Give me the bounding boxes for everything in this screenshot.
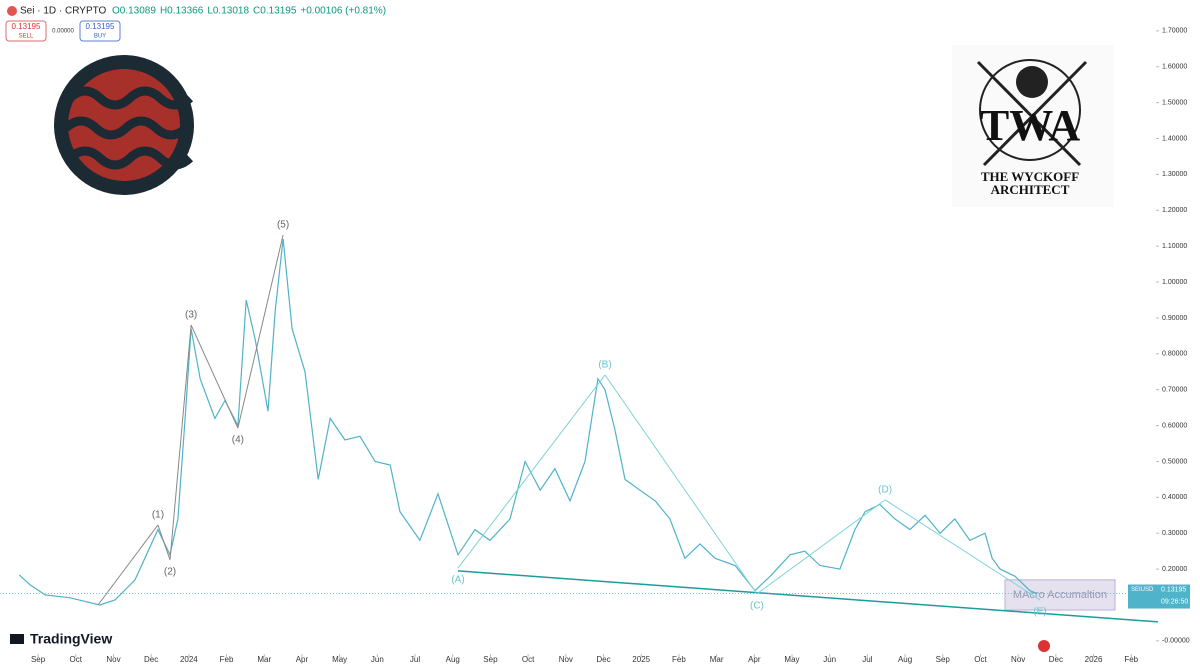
- wave-line: [884, 499, 1041, 601]
- logo-mark: TWA: [980, 101, 1080, 150]
- wave-line: [157, 524, 171, 560]
- ohlc-value: C0.13195: [253, 6, 297, 17]
- wave-label: (E): [1033, 607, 1046, 618]
- x-tick-label: Aug: [898, 655, 912, 664]
- wave-line: [604, 374, 758, 595]
- y-tick-label: 0.20000: [1162, 566, 1187, 573]
- wave-label: (C): [750, 601, 764, 612]
- y-tick-label: 0.90000: [1162, 315, 1187, 322]
- symbol-icon: [7, 6, 17, 16]
- x-tick-label: 2025: [632, 655, 650, 664]
- x-tick-label: 2024: [180, 655, 198, 664]
- price-tag: [1128, 584, 1190, 609]
- x-tick-label: May: [332, 655, 347, 664]
- x-tick-label: Dec: [144, 655, 158, 664]
- y-tick-label: 0.80000: [1162, 351, 1187, 358]
- wave-label: (1): [152, 510, 164, 521]
- y-tick-label: 1.60000: [1162, 64, 1187, 71]
- sei-logo: [54, 55, 194, 195]
- ohlc-value: H0.13366: [160, 6, 204, 17]
- x-tick-label: 2026: [1085, 655, 1103, 664]
- x-tick-label: Feb: [220, 655, 234, 664]
- buy-label: BUY: [94, 34, 106, 40]
- sell-price: 0.13195: [12, 22, 41, 31]
- x-tick-label: May: [784, 655, 799, 664]
- wave-line: [756, 499, 886, 595]
- x-tick-label: Aug: [446, 655, 460, 664]
- y-tick-label: 1.20000: [1162, 207, 1187, 214]
- last-price-label: 0.13195: [1161, 586, 1186, 593]
- wave-line: [169, 325, 192, 560]
- sell-label: SELL: [19, 34, 34, 40]
- wave-line: [97, 524, 159, 606]
- x-tick-label: Jul: [410, 655, 420, 664]
- wave-label: (3): [185, 310, 197, 321]
- x-tick-label: Oct: [70, 655, 83, 664]
- x-tick-label: Nov: [559, 655, 573, 664]
- y-tick-label: 0.50000: [1162, 458, 1187, 465]
- y-tick-label: 0.70000: [1162, 387, 1187, 394]
- spread: 0.00000: [52, 29, 74, 35]
- price-line: [18, 238, 1038, 606]
- y-tick-label: -0.00000: [1162, 638, 1190, 645]
- y-tick-label: 0.60000: [1162, 422, 1187, 429]
- x-tick-label: Sep: [31, 655, 46, 664]
- flag-icon: [1038, 640, 1050, 652]
- x-tick-label: Dec: [1049, 655, 1063, 664]
- wave-line: [457, 374, 606, 569]
- y-tick-label: 1.10000: [1162, 243, 1187, 250]
- y-tick-label: 0.40000: [1162, 494, 1187, 501]
- brand-text: TradingView: [30, 631, 112, 647]
- x-tick-label: Feb: [672, 655, 686, 664]
- x-tick-label: Mar: [257, 655, 271, 664]
- x-tick-label: Jun: [823, 655, 836, 664]
- wave-line: [237, 234, 284, 429]
- x-tick-label: Nov: [106, 655, 120, 664]
- sell-button[interactable]: [5, 20, 47, 42]
- x-tick-label: Apr: [748, 655, 761, 664]
- x-tick-label: Jul: [862, 655, 872, 664]
- buy-button[interactable]: [79, 20, 121, 42]
- ohlc-value: +0.00106 (+0.81%): [300, 6, 386, 17]
- ohlc-value: L0.13018: [207, 6, 249, 17]
- wave-label: (2): [164, 566, 176, 577]
- wave-line: [190, 324, 239, 429]
- y-tick-label: 0.30000: [1162, 530, 1187, 537]
- brand: TradingView: [10, 631, 112, 647]
- logo-line2: ARCHITECT: [991, 182, 1070, 197]
- x-tick-label: Sep: [483, 655, 498, 664]
- y-tick-label: 1.30000: [1162, 171, 1187, 178]
- wave-label: (B): [598, 360, 611, 371]
- logo-line1: THE WYCKOFF: [981, 169, 1079, 184]
- x-tick-label: Apr: [296, 655, 309, 664]
- plot: 1.70000 1.60000 1.50000 1.40000 1.30000 1.200…: [0, 28, 1190, 664]
- twa-logo: TWA THE WYCKOFF ARCHITECT: [952, 45, 1114, 207]
- symbol-label: SEIUSD: [1131, 587, 1154, 593]
- y-tick-label: 1.50000: [1162, 99, 1187, 106]
- wave-label: (4): [232, 435, 244, 446]
- x-tick-label: Nov: [1011, 655, 1025, 664]
- x-tick-label: Oct: [522, 655, 535, 664]
- x-tick-label: Sep: [936, 655, 951, 664]
- buy-price: 0.13195: [86, 22, 115, 31]
- ohlc-value: O0.13089: [112, 6, 156, 17]
- countdown: 09:26:50: [1161, 598, 1188, 605]
- y-tick-label: 1.40000: [1162, 135, 1187, 142]
- chart-title: Sei · 1D · CRYPTO: [20, 6, 107, 17]
- trendline: [457, 570, 1159, 623]
- y-tick-label: 1.70000: [1162, 28, 1187, 35]
- x-tick-label: Mar: [710, 655, 724, 664]
- box-label: MAcro Accumaltion: [1013, 589, 1107, 601]
- wave-label: (D): [878, 484, 892, 495]
- x-tick-label: Dec: [596, 655, 610, 664]
- wave-label: (A): [451, 575, 464, 586]
- x-tick-label: Oct: [974, 655, 987, 664]
- ohlc: O0.13089 H0.13366 L0.13018 C0.13195 +0.00106…: [112, 6, 386, 17]
- y-tick-label: 1.00000: [1162, 279, 1187, 286]
- x-tick-label: Feb: [1124, 655, 1138, 664]
- wave-label: (5): [277, 220, 289, 231]
- x-tick-label: Jun: [371, 655, 384, 664]
